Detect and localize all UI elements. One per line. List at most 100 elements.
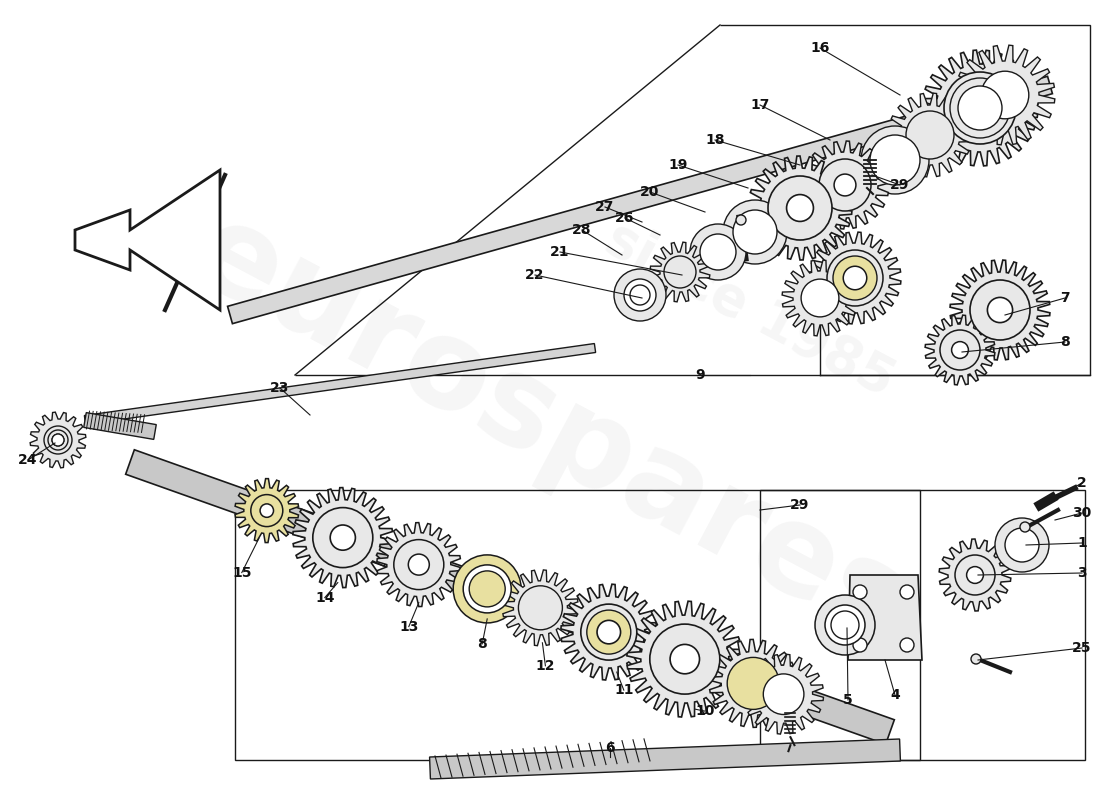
Circle shape bbox=[852, 585, 867, 599]
Circle shape bbox=[958, 86, 1002, 130]
Circle shape bbox=[730, 661, 776, 706]
Circle shape bbox=[597, 620, 620, 644]
Circle shape bbox=[330, 525, 355, 550]
Circle shape bbox=[830, 611, 859, 639]
Circle shape bbox=[900, 638, 914, 652]
Text: 29: 29 bbox=[890, 178, 910, 192]
Text: 1: 1 bbox=[1077, 536, 1087, 550]
Polygon shape bbox=[950, 260, 1049, 360]
Text: 25: 25 bbox=[1072, 641, 1091, 655]
Circle shape bbox=[815, 595, 875, 655]
Polygon shape bbox=[84, 413, 156, 439]
Circle shape bbox=[952, 342, 968, 358]
Polygon shape bbox=[125, 450, 894, 744]
Circle shape bbox=[950, 78, 1010, 138]
Circle shape bbox=[727, 658, 779, 710]
Circle shape bbox=[909, 114, 952, 156]
Text: 17: 17 bbox=[750, 98, 770, 112]
Text: 6: 6 bbox=[605, 741, 615, 755]
Text: 3: 3 bbox=[1077, 566, 1087, 580]
Circle shape bbox=[670, 645, 700, 674]
Circle shape bbox=[971, 654, 981, 664]
Polygon shape bbox=[85, 343, 595, 425]
Polygon shape bbox=[503, 570, 579, 646]
Polygon shape bbox=[228, 76, 1053, 324]
Text: 15: 15 bbox=[232, 566, 252, 579]
Text: 26: 26 bbox=[615, 211, 635, 225]
Text: 2: 2 bbox=[1077, 476, 1087, 490]
Circle shape bbox=[736, 215, 746, 225]
Text: 10: 10 bbox=[695, 704, 715, 718]
Circle shape bbox=[463, 565, 512, 613]
Polygon shape bbox=[30, 412, 86, 468]
Circle shape bbox=[614, 269, 666, 321]
Circle shape bbox=[690, 224, 746, 280]
Circle shape bbox=[1005, 528, 1040, 562]
Circle shape bbox=[801, 279, 839, 317]
Text: 7: 7 bbox=[1060, 291, 1070, 305]
Circle shape bbox=[967, 566, 983, 583]
Circle shape bbox=[970, 280, 1030, 340]
Text: 12: 12 bbox=[536, 658, 556, 673]
Circle shape bbox=[786, 194, 813, 222]
Circle shape bbox=[988, 298, 1013, 322]
Text: eurospares: eurospares bbox=[173, 191, 927, 669]
Circle shape bbox=[965, 93, 996, 123]
Circle shape bbox=[906, 111, 954, 159]
Polygon shape bbox=[782, 260, 858, 336]
Polygon shape bbox=[810, 232, 901, 324]
Circle shape bbox=[453, 555, 521, 623]
Circle shape bbox=[852, 638, 867, 652]
Text: 20: 20 bbox=[640, 185, 660, 199]
Polygon shape bbox=[650, 242, 710, 302]
Text: 28: 28 bbox=[572, 223, 592, 237]
Circle shape bbox=[833, 256, 877, 300]
Circle shape bbox=[624, 279, 656, 311]
Circle shape bbox=[870, 135, 920, 185]
Text: 30: 30 bbox=[1072, 506, 1091, 520]
Text: 27: 27 bbox=[595, 200, 615, 214]
Circle shape bbox=[650, 624, 719, 694]
Circle shape bbox=[312, 508, 373, 568]
Text: 29: 29 bbox=[790, 498, 810, 512]
Polygon shape bbox=[235, 478, 298, 542]
Text: 4: 4 bbox=[890, 688, 900, 702]
Circle shape bbox=[844, 266, 867, 290]
Circle shape bbox=[768, 176, 832, 240]
Text: since 1985: since 1985 bbox=[597, 212, 903, 408]
Polygon shape bbox=[627, 601, 743, 717]
Circle shape bbox=[48, 430, 68, 450]
Circle shape bbox=[955, 555, 996, 595]
Text: 5: 5 bbox=[843, 693, 852, 707]
Circle shape bbox=[666, 258, 694, 286]
Text: 9: 9 bbox=[695, 368, 705, 382]
Circle shape bbox=[260, 504, 274, 518]
Polygon shape bbox=[75, 170, 220, 310]
Circle shape bbox=[700, 234, 736, 270]
Circle shape bbox=[940, 330, 980, 370]
Text: 8: 8 bbox=[477, 637, 487, 651]
Text: 18: 18 bbox=[705, 133, 725, 147]
Circle shape bbox=[996, 518, 1049, 572]
Polygon shape bbox=[710, 639, 798, 727]
Circle shape bbox=[52, 434, 64, 446]
Polygon shape bbox=[801, 141, 889, 229]
Polygon shape bbox=[955, 45, 1055, 145]
Circle shape bbox=[944, 72, 1016, 144]
Polygon shape bbox=[377, 522, 461, 606]
Circle shape bbox=[834, 174, 856, 196]
Text: 14: 14 bbox=[315, 590, 334, 605]
Polygon shape bbox=[848, 575, 922, 660]
Circle shape bbox=[581, 604, 637, 660]
Text: 22: 22 bbox=[526, 268, 544, 282]
Circle shape bbox=[723, 200, 786, 264]
Circle shape bbox=[394, 540, 443, 590]
Circle shape bbox=[518, 586, 562, 630]
Circle shape bbox=[251, 494, 283, 526]
Text: 21: 21 bbox=[550, 245, 570, 259]
Polygon shape bbox=[748, 156, 851, 260]
Polygon shape bbox=[922, 50, 1038, 166]
Circle shape bbox=[861, 126, 930, 194]
Circle shape bbox=[900, 585, 914, 599]
Circle shape bbox=[44, 426, 72, 454]
